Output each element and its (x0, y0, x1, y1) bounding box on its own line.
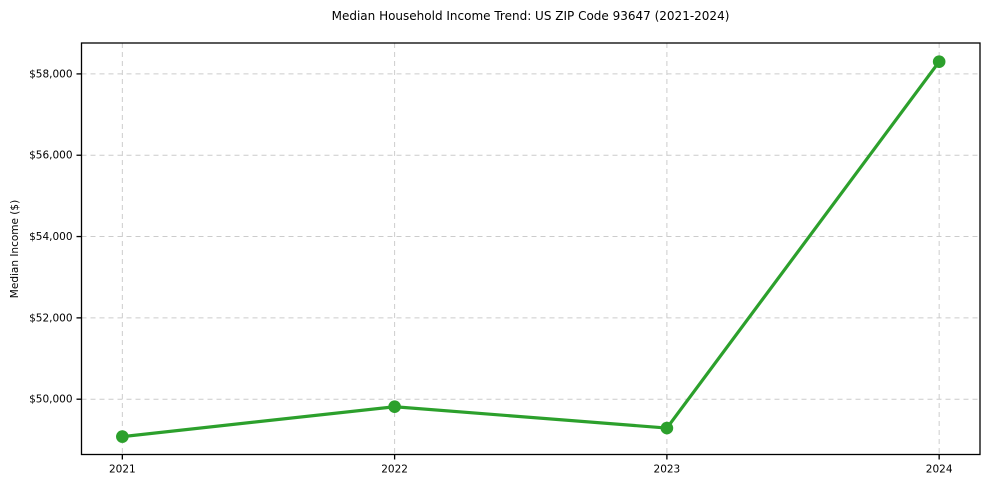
x-tick-label: 2021 (109, 464, 136, 476)
y-tick-label: $50,000 (29, 394, 72, 406)
x-tick-label: 2022 (381, 464, 408, 476)
axis-spines (80, 42, 981, 456)
trend-line (120, 60, 941, 439)
y-tick-label: $56,000 (29, 150, 72, 162)
y-tick-label: $58,000 (29, 68, 72, 80)
x-tick-label: 2024 (926, 464, 953, 476)
y-tick-label: $52,000 (29, 312, 72, 324)
data-point-marker-2022 (388, 400, 401, 414)
chart-title: Median Household Income Trend: US ZIP Co… (331, 9, 730, 23)
y-tick-label: $54,000 (29, 231, 72, 243)
data-point-marker-2023 (660, 421, 674, 435)
data-point-marker-2021 (116, 430, 129, 443)
x-tick-label: 2023 (654, 464, 681, 476)
data-point-marker-2024 (932, 55, 946, 69)
